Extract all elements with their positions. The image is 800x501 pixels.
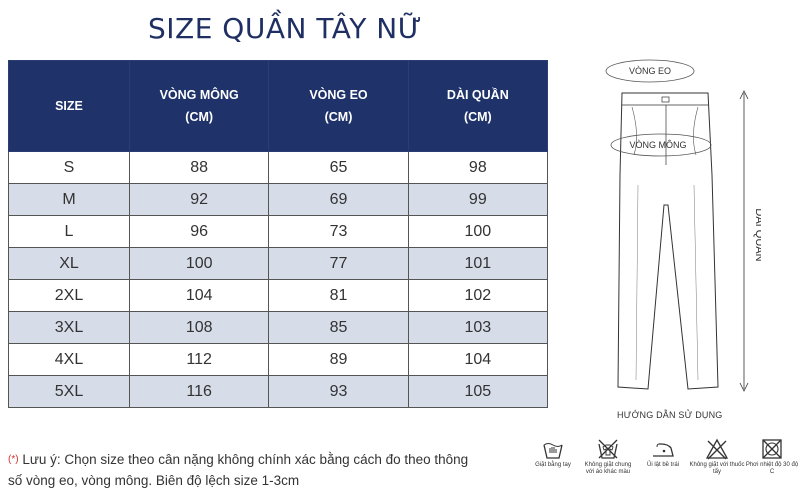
size-cell: L xyxy=(8,215,130,248)
care-item-iron-reverse: Ủi lật bề trái xyxy=(635,438,691,469)
usage-guide-title: HƯỚNG DẪN SỬ DỤNG xyxy=(617,410,723,420)
waist-cell: 65 xyxy=(268,151,409,184)
page-title: SIZE QUẦN TÂY NỮ xyxy=(148,12,423,45)
hip-cell: 100 xyxy=(128,247,270,280)
hip-cell: 92 xyxy=(128,183,270,216)
hip-ellipse xyxy=(610,133,712,157)
care-item-no-bleach: Không giặt với thuốc tẩy xyxy=(689,438,745,476)
iron-reverse-icon xyxy=(653,443,674,457)
care-label: Không giặt chung với áo khác màu xyxy=(584,462,632,475)
header-length: DÀI QUẦN (CM) xyxy=(407,60,549,152)
hip-cell: 108 xyxy=(128,311,270,344)
hip-label: VÒNG MÔNG xyxy=(629,140,686,150)
waist-cell: 73 xyxy=(268,215,409,248)
waist-label: VÒNG EO xyxy=(629,66,671,76)
table-row: L 96 73 100 xyxy=(8,215,549,248)
size-cell: 5XL xyxy=(8,375,130,408)
size-cell: 4XL xyxy=(8,343,130,376)
waist-cell: 81 xyxy=(268,279,409,312)
hip-cell: 96 xyxy=(128,215,270,248)
hip-cell: 88 xyxy=(128,151,270,184)
header-hip: VÒNG MÔNG (CM) xyxy=(128,60,270,152)
care-label: Phơi nhiệt độ 30 độ C xyxy=(745,462,799,475)
table-row: 2XL 104 81 102 xyxy=(8,279,549,312)
hip-cell: 112 xyxy=(128,343,270,376)
size-cell: 3XL xyxy=(8,311,130,344)
waist-cell: 93 xyxy=(268,375,409,408)
note-text: Lưu ý: Chọn size theo cân nặng không chí… xyxy=(8,452,469,488)
table-row: XL 100 77 101 xyxy=(8,247,549,280)
care-item-no-tumble-dry: Phơi nhiệt độ 30 độ C xyxy=(744,438,800,476)
care-item-no-wash-together: Không giặt chung với áo khác màu xyxy=(580,438,636,476)
no-tumble-dry-icon xyxy=(762,439,782,459)
waist-button-icon xyxy=(661,96,670,103)
hand-wash-icon xyxy=(543,443,563,459)
waist-cell: 89 xyxy=(268,343,409,376)
header-waist: VÒNG EO (CM) xyxy=(268,60,409,152)
trousers-diagram: VÒNG EO VÒNG MÔNG DÀI QUẦN xyxy=(605,59,761,392)
length-cell: 99 xyxy=(407,183,549,216)
table-row: 4XL 112 89 104 xyxy=(8,343,549,376)
hip-cell: 104 xyxy=(128,279,270,312)
care-label: Giặt bằng tay xyxy=(535,462,571,468)
table-row: 3XL 108 85 103 xyxy=(8,311,549,344)
table-row: S 88 65 98 xyxy=(8,151,549,184)
table-row: 5XL 116 93 105 xyxy=(8,375,549,408)
size-table: SIZE VÒNG MÔNG (CM) VÒNG EO (CM) DÀI QUẦ… xyxy=(8,60,549,408)
length-cell: 104 xyxy=(407,343,549,376)
waist-cell: 69 xyxy=(268,183,409,216)
table-row: M 92 69 99 xyxy=(8,183,549,216)
note-asterisk: (*) xyxy=(8,454,19,465)
length-cell: 102 xyxy=(407,279,549,312)
length-cell: 98 xyxy=(407,151,549,184)
table-header-row: SIZE VÒNG MÔNG (CM) VÒNG EO (CM) DÀI QUẦ… xyxy=(8,60,549,152)
care-label: Ủi lật bề trái xyxy=(646,462,679,468)
waist-cell: 77 xyxy=(268,247,409,280)
length-cell: 100 xyxy=(407,215,549,248)
length-cell: 105 xyxy=(407,375,549,408)
no-bleach-icon xyxy=(705,438,729,460)
size-cell: S xyxy=(8,151,130,184)
no-wash-together-icon xyxy=(598,439,618,459)
waist-cell: 85 xyxy=(268,311,409,344)
care-item-hand-wash: Giặt bằng tay xyxy=(525,438,581,469)
header-size: SIZE xyxy=(8,60,130,152)
size-note: (*) Lưu ý: Chọn size theo cân nặng không… xyxy=(8,449,478,491)
size-cell: XL xyxy=(8,247,130,280)
hip-cell: 116 xyxy=(128,375,270,408)
waist-ellipse xyxy=(605,59,695,83)
size-cell: 2XL xyxy=(8,279,130,312)
length-cell: 103 xyxy=(407,311,549,344)
length-cell: 101 xyxy=(407,247,549,280)
trousers-outline xyxy=(617,92,719,390)
care-label: Không giặt với thuốc tẩy xyxy=(689,462,745,475)
size-cell: M xyxy=(8,183,130,216)
length-label: DÀI QUẦN xyxy=(753,208,761,261)
